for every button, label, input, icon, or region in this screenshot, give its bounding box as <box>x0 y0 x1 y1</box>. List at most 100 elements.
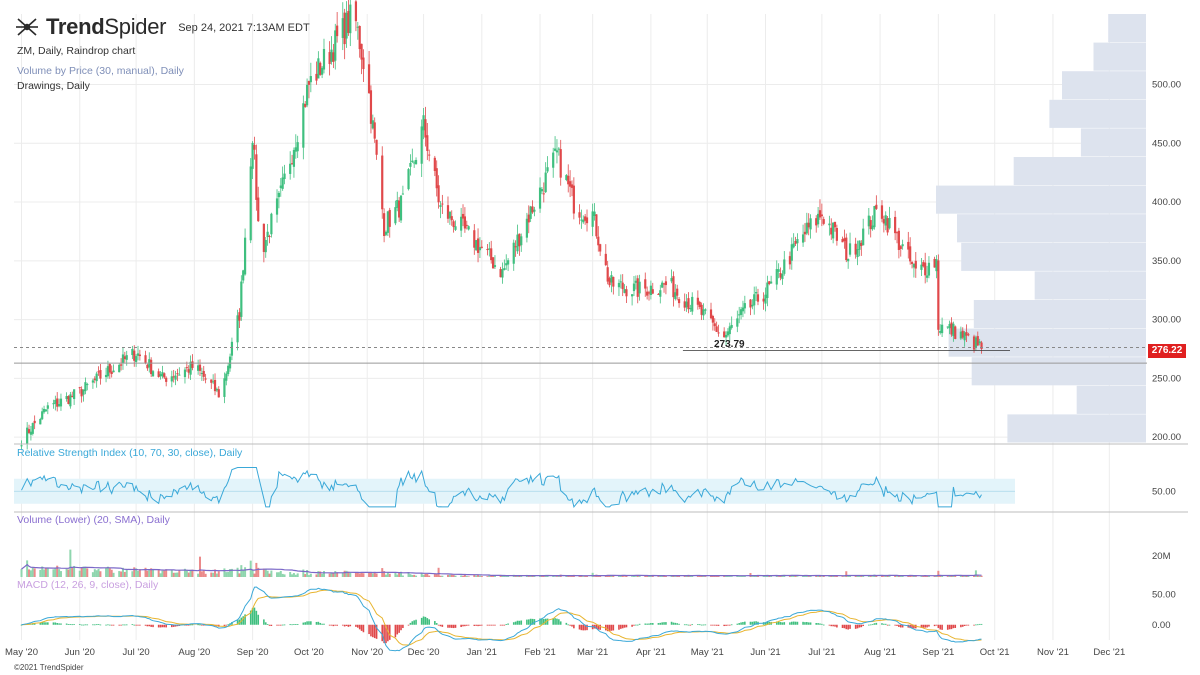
macd-histogram-bar <box>886 624 889 626</box>
volume-pane[interactable] <box>20 549 983 577</box>
volume-bar <box>161 570 164 577</box>
candle <box>687 298 690 310</box>
candle <box>413 162 416 164</box>
vbp-info[interactable]: Volume by Price (30, manual), Daily <box>17 65 184 77</box>
macd-histogram-bar <box>67 624 70 625</box>
volume-bar <box>26 560 29 577</box>
macd-histogram-bar <box>674 622 677 625</box>
macd-histogram-bar <box>144 624 147 626</box>
macd-histogram-bar <box>516 620 519 625</box>
candle <box>78 387 81 389</box>
rsi-indicator-label[interactable]: Relative Strength Index (10, 70, 30, clo… <box>17 447 243 459</box>
volume-bar <box>120 571 123 577</box>
volume-bar <box>321 573 324 577</box>
candle <box>176 373 179 375</box>
vbp-bar <box>1062 71 1146 100</box>
volume-bar <box>268 573 271 577</box>
candle <box>845 237 848 261</box>
volume-bar <box>858 575 861 577</box>
x-tick-label: Nov '20 <box>351 647 383 658</box>
volume-bar <box>700 575 703 577</box>
candle <box>95 373 98 382</box>
vbp-bar <box>1093 42 1146 71</box>
volume-bar <box>946 576 949 577</box>
candle <box>398 200 401 218</box>
candle <box>700 304 703 315</box>
macd-histogram-bar <box>926 624 928 628</box>
y-tick-label: 300.00 <box>1152 315 1181 326</box>
volume-bar <box>270 570 273 577</box>
volume-bar <box>935 575 938 577</box>
candle <box>91 380 95 383</box>
candle <box>292 149 296 167</box>
candle <box>788 256 792 265</box>
candle <box>281 177 284 189</box>
volume-bar <box>223 568 226 577</box>
volume-bar <box>20 569 23 577</box>
volume-bar <box>488 575 491 577</box>
macd-histogram-bar <box>730 624 733 626</box>
header: TrendSpider Sep 24, 2021 7:13AM EDT <box>14 14 310 40</box>
candle <box>841 239 844 243</box>
macd-histogram-bar <box>225 624 228 626</box>
symbol-info[interactable]: ZM, Daily, Raindrop chart <box>17 45 136 57</box>
volume-bar <box>828 576 831 577</box>
rsi-pane[interactable] <box>14 467 1015 509</box>
y-tick-label: 400.00 <box>1152 197 1181 208</box>
macd-histogram-bar <box>755 621 757 625</box>
candle <box>255 154 258 200</box>
candle <box>803 231 807 235</box>
candle <box>937 260 940 330</box>
candle <box>151 371 155 377</box>
candle <box>856 249 859 258</box>
drawings-info[interactable]: Drawings, Daily <box>17 80 90 92</box>
macd-histogram-bar <box>475 624 477 626</box>
candle <box>178 374 181 376</box>
macd-histogram-bar <box>422 616 425 625</box>
volume-bar <box>770 575 773 577</box>
volume-bar <box>704 576 707 577</box>
volume-bar <box>702 575 705 577</box>
macd-histogram-bar <box>606 624 609 632</box>
candle <box>227 365 230 375</box>
macd-histogram-bar <box>552 618 554 625</box>
macd-histogram-bar <box>702 624 705 626</box>
volume-indicator-label[interactable]: Volume (Lower) (20, SMA), Daily <box>17 514 170 526</box>
macd-histogram-bar <box>420 617 423 625</box>
macd-histogram-bar <box>753 621 756 625</box>
macd-histogram-bar <box>507 623 509 625</box>
candle <box>296 142 299 152</box>
macd-histogram-bar <box>648 623 650 625</box>
candle <box>41 411 44 420</box>
volume-bar <box>296 573 299 577</box>
volume-bar <box>454 575 457 577</box>
candle <box>503 268 506 271</box>
volume-bar <box>974 570 977 577</box>
candle <box>963 332 966 341</box>
candle <box>854 243 857 255</box>
macd-histogram-bar <box>539 618 541 625</box>
macd-pane[interactable] <box>20 586 983 652</box>
macd-histogram-bar <box>69 624 72 625</box>
volume-bar <box>307 575 310 577</box>
macd-histogram-bar <box>804 622 806 625</box>
macd-histogram-bar <box>723 624 725 627</box>
macd-histogram-bar <box>473 624 476 626</box>
volume-bar <box>591 572 594 577</box>
candle <box>632 283 636 292</box>
candle <box>356 26 359 28</box>
candle <box>362 57 365 70</box>
macd-histogram-bar <box>505 624 508 625</box>
price-pane[interactable] <box>14 0 1147 450</box>
candle <box>805 222 808 234</box>
volume-bar <box>131 571 134 577</box>
volume-bar <box>961 575 964 577</box>
candle <box>317 58 320 79</box>
candle <box>783 259 786 274</box>
macd-histogram-bar <box>375 624 378 639</box>
candle <box>29 431 33 435</box>
macd-indicator-label[interactable]: MACD (12, 26, 9, close), Daily <box>17 579 159 591</box>
volume-bar <box>409 574 412 577</box>
volume-bar <box>805 575 808 577</box>
